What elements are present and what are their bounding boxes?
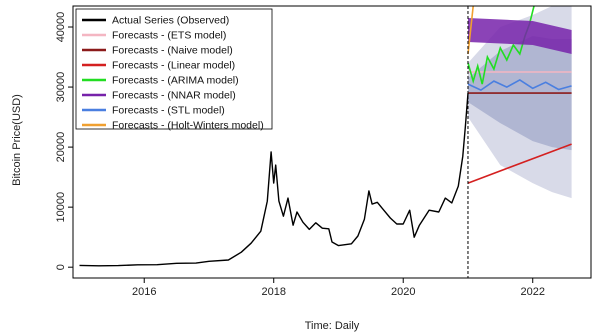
series-lines <box>79 6 572 267</box>
y-tick-label: 0 <box>55 264 67 270</box>
y-tick-label: 20000 <box>55 132 67 163</box>
series-forecasts-nnar-model <box>468 18 572 54</box>
legend-entry: Forecasts - (ARIMA model) <box>112 75 239 87</box>
x-tick-label: 2022 <box>520 286 544 298</box>
y-tick-label: 40000 <box>55 12 67 43</box>
x-tick-label: 2020 <box>391 286 415 298</box>
legend-entry: Actual Series (Observed) <box>112 15 229 27</box>
plot-frame <box>72 5 592 279</box>
legend-entry: Forecasts - (STL model) <box>112 105 225 117</box>
y-axis: 0 10000 20000 30000 40000 <box>55 12 73 270</box>
series-forecasts-linear-model <box>467 143 572 184</box>
x-axis-label: Time: Daily <box>305 320 360 332</box>
x-axis: 2016 2018 2020 2022 <box>132 278 545 298</box>
legend-entry: Forecasts - (Holt-Winters model) <box>112 120 264 132</box>
y-tick-label: 30000 <box>55 72 67 103</box>
y-axis-label: Bitcoin Price(USD) <box>11 94 23 186</box>
series-forecasts-holt-winters-model <box>467 6 474 55</box>
legend-box <box>75 8 273 130</box>
legend: Actual Series (Observed) Forecasts - (ETS… <box>75 8 273 132</box>
legend-entry: Forecasts - (Linear model) <box>112 60 235 72</box>
legend-entry: Forecasts - (Naive model) <box>112 45 233 57</box>
legend-entry: Forecasts - (NNAR model) <box>112 90 236 102</box>
x-tick-label: 2018 <box>261 286 285 298</box>
x-tick-label: 2016 <box>132 286 156 298</box>
y-tick-label: 10000 <box>55 192 67 223</box>
series-actual-observed <box>79 93 469 267</box>
series-forecasts-stl-model <box>467 78 572 92</box>
legend-entry: Forecasts - (ETS model) <box>112 30 226 42</box>
